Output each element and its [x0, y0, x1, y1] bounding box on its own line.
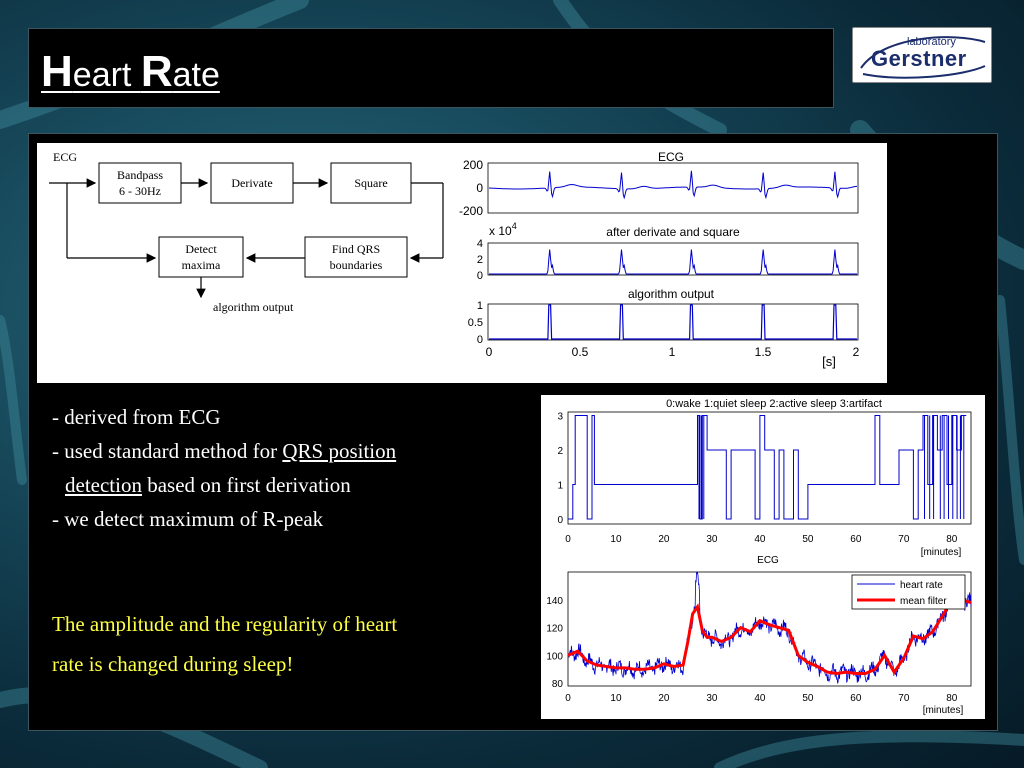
sleep-note: The amplitude and the regularity of hear…: [52, 612, 398, 676]
ecg-plot-frame: [487, 162, 859, 214]
bullet-first-derivation: detection based on first derivation: [65, 473, 351, 497]
sleep-xtick: 60: [850, 534, 862, 545]
hr-plot-frame: [567, 571, 972, 687]
sleep-plot-frame: [567, 411, 972, 525]
find-qrs-block: [304, 236, 408, 278]
sleep-xtick: 0: [565, 534, 571, 545]
derivate-block: [210, 162, 294, 204]
derivate-scale-label: x 104: [489, 221, 517, 238]
ecg-xunit: [s]: [822, 354, 836, 369]
svg-text:Derivate: Derivate: [231, 176, 272, 190]
bandpass-block: [98, 162, 182, 204]
sleep-ytick: 0: [557, 515, 563, 526]
ecg-ytick-0: 0: [476, 181, 483, 195]
ecg-xtick-1: 1: [669, 345, 676, 359]
sleep-xtick: 80: [946, 534, 958, 545]
legend-mean-filter: mean filter: [900, 596, 947, 607]
derivate-ytick-4: 4: [477, 238, 483, 250]
derivate-plot-title: after derivate and square: [606, 225, 740, 239]
algorithm-output-title: algorithm output: [628, 287, 715, 301]
logo-laboratory: laboratory: [907, 36, 956, 48]
sleep-ytick: 2: [557, 446, 563, 457]
hr-xtick: 70: [898, 693, 910, 704]
output-ytick-1: 1: [477, 300, 483, 312]
hr-ytick: 140: [546, 596, 563, 607]
legend-heart-rate: heart rate: [900, 580, 943, 591]
title-bar: Heart Rate: [28, 28, 834, 108]
sleep-xtick: 40: [754, 534, 766, 545]
svg-text:boundaries: boundaries: [330, 258, 383, 272]
derivate-plot-frame: [487, 242, 859, 276]
svg-text:6 - 30Hz: 6 - 30Hz: [119, 184, 161, 198]
sleep-plot-title: 0:wake 1:quiet sleep 2:active sleep 3:ar…: [666, 398, 882, 410]
derivate-ytick-2: 2: [477, 254, 483, 266]
hr-plot-title: ECG: [757, 555, 779, 566]
hypnogram-trace: [568, 415, 967, 520]
hr-xtick: 40: [754, 693, 766, 704]
algorithm-output-trace: [489, 304, 857, 340]
sleep-ytick: 3: [557, 412, 563, 423]
hr-xtick: 80: [946, 693, 958, 704]
hr-xunit: [minutes]: [923, 705, 964, 716]
hr-xtick: 30: [706, 693, 718, 704]
sleep-xunit: [minutes]: [921, 547, 962, 558]
block-diagram-and-ecg-plots: ECG Bandpass 6 - 30Hz Derivate Square Fi…: [49, 150, 860, 369]
svg-text:Detect: Detect: [185, 242, 217, 256]
qrs-link[interactable]: QRS position: [282, 439, 397, 463]
ecg-xtick-05: 0.5: [572, 345, 589, 359]
svg-text:Bandpass: Bandpass: [117, 168, 163, 182]
svg-text:Find QRS: Find QRS: [332, 242, 380, 256]
ecg-ytick-neg200: -200: [459, 204, 483, 218]
ecg-xtick-0: 0: [486, 345, 493, 359]
ecg-xtick-15: 1.5: [755, 345, 772, 359]
detection-link[interactable]: detection: [65, 473, 142, 497]
mean-filter-trace: [567, 598, 972, 676]
gerstner-logo: laboratory Gerstner: [852, 27, 992, 83]
ecg-plot-title: ECG: [658, 150, 684, 164]
hr-xtick: 20: [658, 693, 670, 704]
hr-xtick: 0: [565, 693, 571, 704]
ecg-trace: [489, 170, 857, 200]
hr-legend: heart rate mean filter: [851, 574, 966, 610]
derivate-ytick-0: 0: [477, 270, 483, 282]
sleep-xtick: 20: [658, 534, 670, 545]
sleep-ytick: 1: [557, 481, 563, 492]
logo-gerstner: Gerstner: [871, 46, 967, 71]
output-ytick-0: 0: [477, 334, 483, 346]
diagram-output-label: algorithm output: [213, 300, 294, 314]
hr-ytick: 120: [546, 624, 563, 635]
svg-text:maxima: maxima: [182, 258, 221, 272]
sleep-xtick: 10: [610, 534, 622, 545]
hr-ytick: 80: [552, 679, 564, 690]
ecg-ytick-200: 200: [463, 158, 483, 172]
hr-xtick: 60: [850, 693, 862, 704]
sleep-xtick: 50: [802, 534, 814, 545]
bullet-standard-method: - used standard method for QRS position: [52, 439, 397, 463]
detect-maxima-block: [158, 236, 244, 278]
ecg-figure: ECG Bandpass 6 - 30Hz Derivate Square Fi…: [37, 143, 887, 383]
diagram-input-label: ECG: [53, 150, 77, 164]
slide-title: Heart Rate: [41, 47, 220, 96]
svg-text:Square: Square: [354, 176, 387, 190]
bullet-r-peak: - we detect maximum of R-peak: [52, 507, 324, 531]
hr-ytick: 100: [546, 651, 563, 662]
bullet-derived: - derived from ECG: [52, 405, 221, 429]
sleep-xtick: 30: [706, 534, 718, 545]
bullet-list: - derived from ECG - used standard metho…: [52, 400, 532, 536]
algorithm-output-frame: [487, 303, 859, 341]
sleep-figure: 0:wake 1:quiet sleep 2:active sleep 3:ar…: [541, 395, 985, 719]
hr-xtick: 10: [610, 693, 622, 704]
hr-xtick: 50: [802, 693, 814, 704]
derivate-square-trace: [489, 249, 857, 275]
output-ytick-05: 0.5: [468, 317, 483, 329]
ecg-xtick-2: 2: [853, 345, 860, 359]
sleep-xtick: 70: [898, 534, 910, 545]
sleep-and-heart-rate-plots: 0:wake 1:quiet sleep 2:active sleep 3:ar…: [546, 398, 972, 716]
